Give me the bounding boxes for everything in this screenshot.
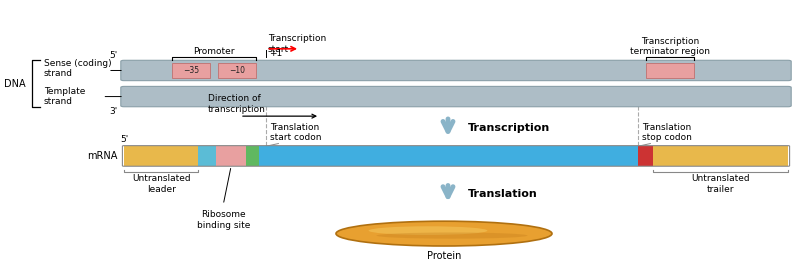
- Text: Translation: Translation: [468, 189, 538, 199]
- Bar: [653, 146, 788, 166]
- Text: Template
strand: Template strand: [44, 87, 86, 106]
- Bar: [124, 146, 198, 166]
- Text: −10: −10: [229, 66, 245, 75]
- Text: mRNA: mRNA: [87, 151, 118, 161]
- Bar: [638, 146, 653, 166]
- Text: −35: −35: [183, 66, 199, 75]
- Bar: [216, 146, 246, 166]
- Text: Ribosome
binding site: Ribosome binding site: [197, 210, 250, 229]
- Text: Translation
stop codon: Translation stop codon: [642, 123, 692, 142]
- Ellipse shape: [336, 221, 552, 246]
- Text: Transcription
start: Transcription start: [268, 34, 326, 54]
- Text: Translation
start codon: Translation start codon: [270, 123, 322, 142]
- Bar: [259, 146, 638, 166]
- Text: 5': 5': [110, 51, 118, 60]
- Text: Untranslated
leader: Untranslated leader: [132, 174, 190, 194]
- FancyBboxPatch shape: [121, 86, 791, 107]
- Text: Promoter: Promoter: [194, 47, 234, 56]
- Text: Untranslated
trailer: Untranslated trailer: [691, 174, 750, 194]
- Bar: [646, 63, 694, 78]
- Text: Sense (coding)
strand: Sense (coding) strand: [44, 59, 112, 78]
- Text: Direction of
transcription: Direction of transcription: [208, 94, 266, 114]
- Text: Transcription
terminator region: Transcription terminator region: [630, 37, 710, 56]
- Text: 5': 5': [120, 135, 128, 144]
- FancyBboxPatch shape: [121, 60, 791, 81]
- Bar: [246, 146, 259, 166]
- Bar: [172, 63, 210, 78]
- Bar: [218, 63, 256, 78]
- Bar: [198, 146, 216, 166]
- Ellipse shape: [369, 226, 487, 235]
- Ellipse shape: [377, 233, 528, 239]
- Text: DNA: DNA: [4, 79, 26, 88]
- Text: 3': 3': [110, 107, 118, 116]
- Text: Protein: Protein: [427, 251, 461, 261]
- Text: Transcription: Transcription: [468, 123, 550, 133]
- Text: +1: +1: [269, 49, 282, 58]
